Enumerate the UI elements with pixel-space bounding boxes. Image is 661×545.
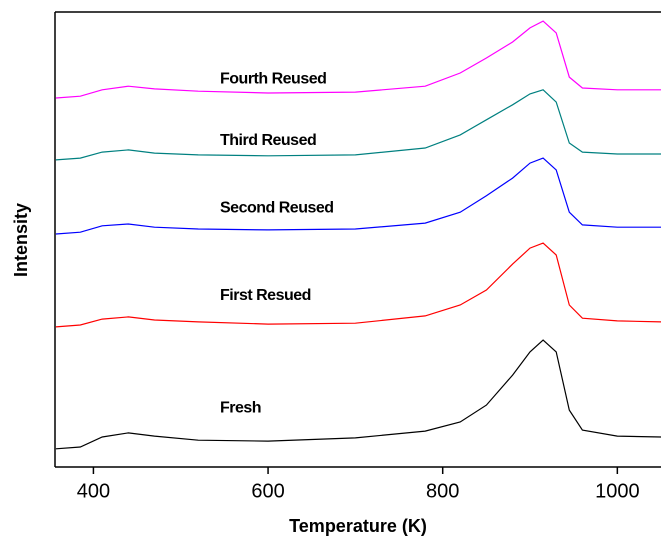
series-label: Fresh (220, 399, 261, 416)
series-line (55, 89, 661, 161)
series-line (55, 242, 661, 328)
x-axis-title: Temperature (K) (289, 516, 427, 536)
y-axis-title: Intensity (11, 203, 31, 277)
series-line (55, 157, 661, 235)
series-line (55, 20, 661, 99)
x-tick-label: 400 (77, 480, 110, 502)
x-tick-label: 800 (426, 480, 459, 502)
series-line (55, 339, 661, 450)
x-tick-label: 1000 (595, 480, 640, 502)
series-label: Fourth Reused (220, 70, 326, 87)
series-label: Third Reused (220, 132, 316, 149)
x-tick-label: 600 (251, 480, 284, 502)
series-label: First Resued (220, 287, 311, 304)
series-label: Second Reused (220, 199, 334, 216)
